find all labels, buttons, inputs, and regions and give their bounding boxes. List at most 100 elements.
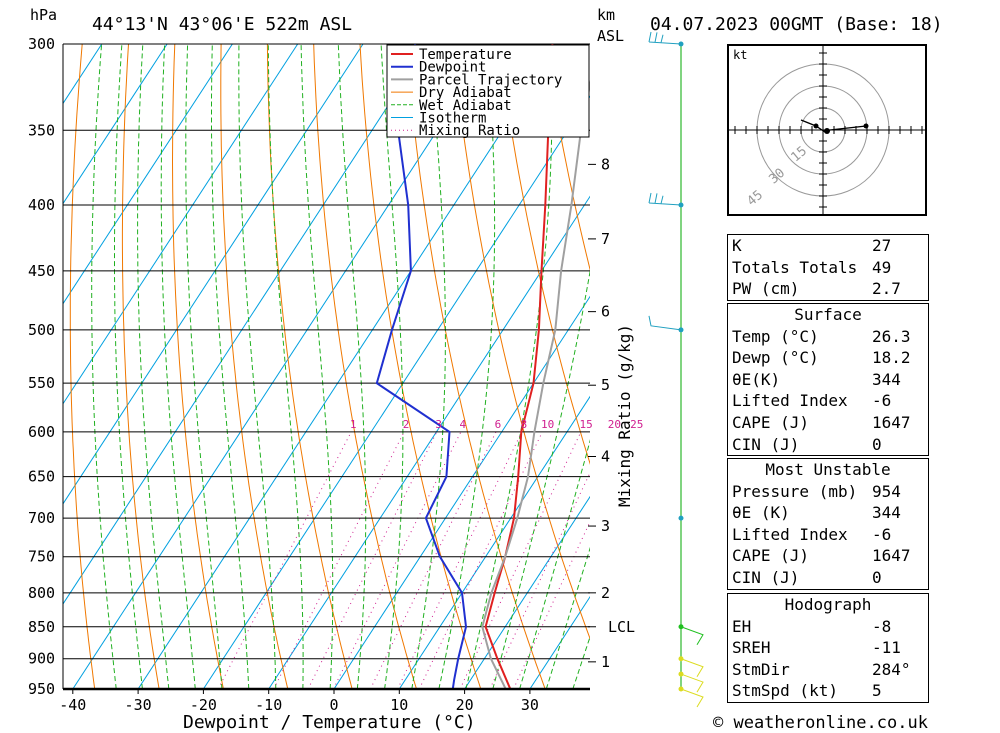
wind-barb <box>648 192 682 206</box>
mixing-ratio-line <box>489 471 590 689</box>
wet-adiabat-line <box>91 44 117 689</box>
hodograph-row: StmDir 284° <box>732 659 911 679</box>
most-unstable-row: CIN (J) 0 <box>732 567 882 587</box>
pressure-tick-label: 950 <box>28 680 55 698</box>
dry-adiabat-line <box>405 44 546 689</box>
pressure-tick-label: 500 <box>28 321 55 339</box>
hodograph-row: EH -8 <box>732 616 892 636</box>
surface-row: Lifted Index -6 <box>732 391 892 411</box>
surface-title: Surface <box>794 305 862 324</box>
surface-row: Dewp (°C) 18.2 <box>732 348 911 368</box>
legend-label: Mixing Ratio <box>419 123 520 139</box>
x-tick-label: 10 <box>390 696 408 714</box>
index-row-pw: PW (cm) 2.7 <box>732 279 901 299</box>
surface-row: θE(K) 344 <box>732 369 901 389</box>
km-tick-label: 7 <box>601 230 610 248</box>
hodograph-panel: kt 15 30 45 <box>727 44 927 216</box>
wet-adiabat-line <box>380 44 404 689</box>
surface-row: CAPE (J) 1647 <box>732 412 911 432</box>
most-unstable-row: θE (K) 344 <box>732 503 901 523</box>
wet-adiabat-line <box>211 44 250 689</box>
index-row-totals: Totals Totals 49 <box>732 257 892 277</box>
wind-barb <box>680 658 704 678</box>
x-tick-label: 30 <box>521 696 539 714</box>
temperature-line <box>484 44 554 689</box>
x-tick-label: -30 <box>125 696 152 714</box>
profile-series <box>375 44 590 689</box>
hodograph-unit: kt <box>733 48 747 62</box>
legend-label: Wet Adiabat <box>419 98 512 114</box>
pressure-tick-label: 650 <box>28 468 55 486</box>
mixing-ratio-line <box>513 520 590 689</box>
mixing-ratio-axis-label: Mixing Ratio (g/kg) <box>615 324 634 507</box>
pressure-tick-label: 350 <box>28 121 55 139</box>
wet-adiabat-line <box>160 44 196 689</box>
dry-adiabat-line <box>359 44 482 689</box>
km-tick-label: 3 <box>601 517 610 535</box>
mixing-ratio-grid <box>217 431 590 689</box>
wet-adiabat-line <box>185 44 223 689</box>
mixing-ratio-line <box>418 431 543 689</box>
mixing-ratio-label: 4 <box>459 418 466 431</box>
wind-profile <box>648 31 704 708</box>
isotherm-line <box>464 495 590 689</box>
isotherm-line <box>63 44 168 205</box>
most-unstable-row: CAPE (J) 1647 <box>732 546 911 566</box>
hodograph-row: SREH -11 <box>732 638 901 658</box>
wet-adiabat-line <box>137 44 170 689</box>
isotherm-line <box>63 44 364 505</box>
hodograph-storm-point <box>824 128 830 134</box>
legend-label: Temperature <box>419 47 512 63</box>
isotherm-line <box>72 44 495 689</box>
indices-table: K 27 Totals Totals 49 PW (cm) 2.7 <box>727 234 929 301</box>
mixing-ratio-labels: 1 2 3 4 6 8 10 15 20 25 <box>350 418 644 431</box>
pressure-unit: hPa <box>30 6 57 24</box>
pressure-tick-label: 700 <box>28 509 55 527</box>
isotherm-line <box>63 44 429 605</box>
hodograph-point <box>813 123 819 129</box>
isotherm-line <box>63 44 233 305</box>
wind-barb <box>680 673 704 693</box>
dry-adiabat-line <box>313 44 417 689</box>
dry-adiabat-line <box>544 44 590 272</box>
surface-table: Surface Temp (°C) 26.3 Dewp (°C) 18.2 θE(K… <box>727 303 929 457</box>
isotherm-line <box>202 95 590 689</box>
wet-adiabat-line <box>519 439 590 689</box>
wet-adiabat-line <box>238 44 277 689</box>
mixing-ratio-line <box>273 431 405 689</box>
km-tick-label: 5 <box>601 376 610 394</box>
legend-label: Dry Adiabat <box>419 85 512 101</box>
pressure-tick-label: 300 <box>28 35 55 53</box>
km-tick-label: 1 <box>601 653 610 671</box>
isotherm-line <box>63 44 299 405</box>
legend-label: Isotherm <box>419 111 486 127</box>
x-tick-label: -20 <box>190 696 217 714</box>
location-title: 44°13'N 43°06'E 522m ASL <box>92 14 352 35</box>
wet-adiabat-line <box>492 269 590 689</box>
mixing-ratio-label: 20 <box>608 418 621 431</box>
km-tick-label: LCL <box>608 618 635 636</box>
km-tick-label: 2 <box>601 584 610 602</box>
hodograph-plot: kt 15 30 45 <box>729 46 925 214</box>
pressure-tick-label: 900 <box>28 650 55 668</box>
mixing-ratio-label: 10 <box>541 418 554 431</box>
wet-adiabat-line <box>300 44 334 689</box>
mixing-ratio-label: 3 <box>435 418 442 431</box>
surface-row: Temp (°C) 26.3 <box>732 326 911 346</box>
hodograph-table: Hodograph EH -8 SREH -11 StmDir 284° StmSpd… <box>727 593 929 703</box>
pressure-tick-label: 400 <box>28 196 55 214</box>
wind-barb <box>680 688 704 708</box>
axes: -40 -30 -20 -10 0 10 20 30 8 7 6 5 4 3 2 LCL 1 <box>59 44 635 714</box>
hodograph-row: StmSpd (kt) 5 <box>732 681 882 701</box>
copyright-footer: © weatheronline.co.uk <box>713 713 928 733</box>
hodograph-point <box>863 123 869 129</box>
dry-adiabat-line <box>69 44 96 689</box>
mixing-ratio-label: 15 <box>580 418 593 431</box>
pressure-tick-label: 450 <box>28 262 55 280</box>
mixing-ratio-line <box>217 431 352 689</box>
x-tick-label: -10 <box>255 696 282 714</box>
isotherm-line <box>333 295 590 689</box>
surface-row: CIN (J) 0 <box>732 434 882 454</box>
pressure-tick-label: 550 <box>28 374 55 392</box>
